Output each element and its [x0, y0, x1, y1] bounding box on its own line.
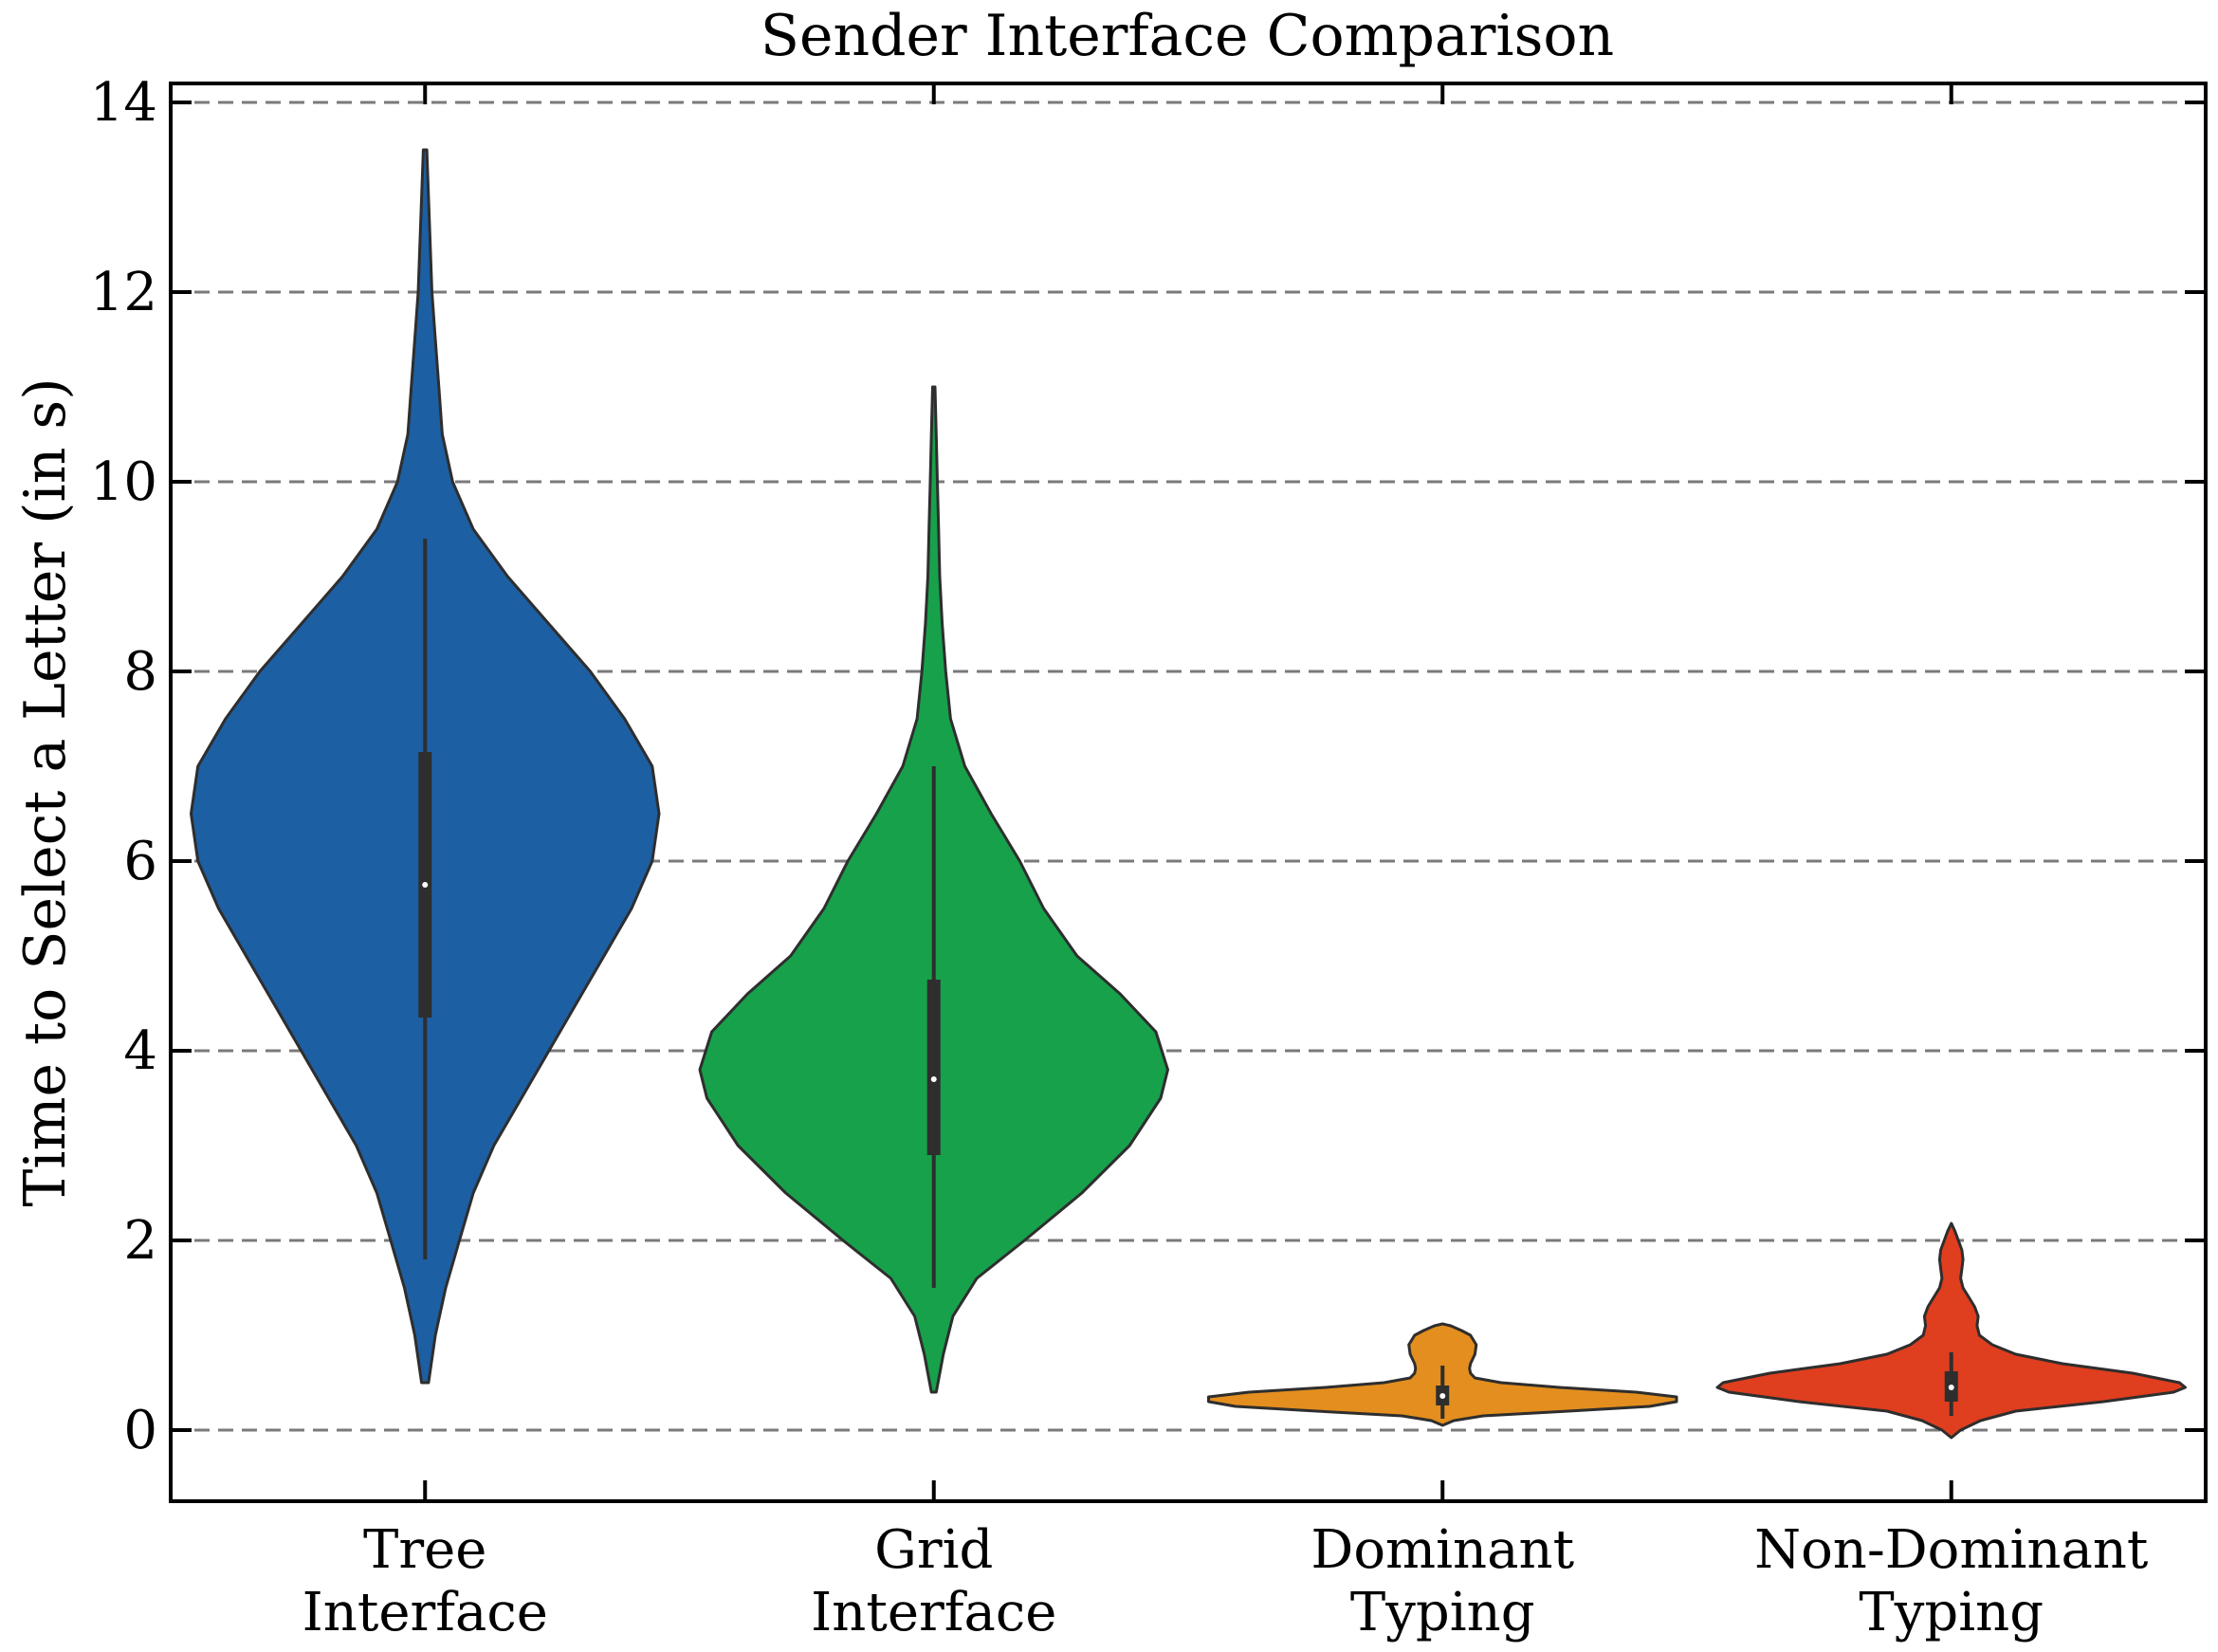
y-tick-label: 4 [123, 1020, 157, 1082]
violin-1 [190, 148, 661, 1385]
violin-median-point [422, 882, 429, 888]
violins [190, 148, 2187, 1440]
x-tick-label: Interface [302, 1582, 548, 1643]
x-tick-label: Tree [363, 1519, 486, 1581]
violin-median-point [1948, 1385, 1954, 1390]
y-tick-label: 12 [90, 262, 157, 323]
violin-body [1715, 1221, 2187, 1440]
y-tick-label: 10 [90, 451, 157, 513]
violin-median-point [1439, 1393, 1446, 1399]
x-tick-label: Non-Dominant [1754, 1519, 2149, 1581]
axis-ticks: 02468101214TreeInterfaceGridInterfaceDom… [90, 72, 2206, 1643]
y-tick-label: 14 [90, 72, 157, 134]
plot-frame [169, 82, 2208, 1503]
x-tick-label: Typing [1859, 1582, 2044, 1643]
x-tick-label: Typing [1350, 1582, 1535, 1643]
violin-4 [1715, 1221, 2187, 1440]
y-tick-label: 6 [123, 831, 157, 892]
y-tick-label: 8 [123, 641, 157, 703]
y-tick-label: 2 [123, 1210, 157, 1272]
y-axis-label: Time to Select a Letter (in s) [12, 377, 79, 1206]
y-tick-label: 0 [123, 1400, 157, 1461]
x-tick-label: Grid [874, 1519, 993, 1581]
x-tick-label: Interface [811, 1582, 1056, 1643]
violin-iqr-box [926, 980, 941, 1155]
violin-median-point [930, 1076, 937, 1082]
violin-2 [698, 385, 1169, 1394]
x-tick-label: Dominant [1311, 1519, 1574, 1581]
chart-title: Sender Interface Comparison [761, 3, 1614, 69]
violin-3 [1207, 1322, 1678, 1427]
